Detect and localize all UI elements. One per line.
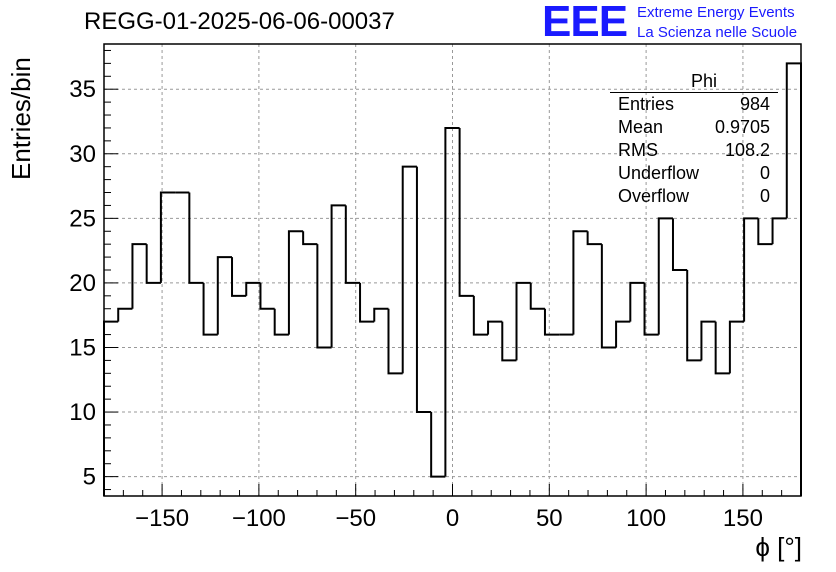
stats-label: Entries <box>618 94 675 114</box>
stats-label: Underflow <box>618 163 700 183</box>
histogram-bin <box>330 204 346 348</box>
stats-row-entries: Entries 984 <box>610 93 778 116</box>
histogram-bin <box>785 62 802 496</box>
histogram-bin <box>188 192 204 284</box>
x-tick-label: 100 <box>626 505 666 532</box>
histogram-bin <box>302 231 318 246</box>
histogram-bin <box>259 282 275 310</box>
stats-box: Phi Entries 984 Mean 0.9705 RMS 108.2 Under… <box>610 70 778 208</box>
x-tick-label: −50 <box>335 505 376 532</box>
histogram-bin <box>131 243 147 309</box>
stats-value: 984 <box>739 94 770 114</box>
x-tick-label: −100 <box>232 505 286 532</box>
stats-value: 0.9705 <box>714 117 770 137</box>
logo-line-2: La Scienza nelle Scuole <box>637 24 798 41</box>
histogram-bin <box>728 320 745 374</box>
histogram-bin <box>359 282 375 323</box>
y-tick-label: 15 <box>69 334 96 361</box>
histogram-bin <box>757 218 773 246</box>
histogram-bin <box>202 282 218 336</box>
histogram-bin <box>615 320 631 348</box>
histogram-bin <box>316 244 332 349</box>
y-tick-label: 35 <box>69 76 96 103</box>
histogram-bin <box>515 281 531 361</box>
stats-row-underflow: Underflow 0 <box>610 162 778 185</box>
histogram-bin <box>657 217 673 335</box>
histogram-bin <box>231 257 247 297</box>
histogram-bin <box>600 244 617 349</box>
y-tick-label: 20 <box>69 270 96 297</box>
eee-logo: EEE <box>542 0 628 46</box>
stats-row-mean: Mean 0.9705 <box>610 116 778 139</box>
logo-line-1: Extreme Energy Events <box>637 4 795 21</box>
histogram-bin <box>216 256 233 335</box>
histogram-bin <box>700 320 716 361</box>
stats-row-rms: RMS 108.2 <box>610 139 778 162</box>
histogram-bin <box>430 412 446 478</box>
stats-value: 0 <box>759 163 770 183</box>
histogram-bin <box>743 217 759 322</box>
histogram-bin <box>771 217 787 245</box>
histogram-bin <box>671 218 688 271</box>
histogram-bin <box>501 321 517 362</box>
histogram-bin <box>686 270 702 362</box>
histogram-bin <box>117 307 133 322</box>
x-tick-label: 0 <box>446 505 459 532</box>
y-tick-label: 25 <box>69 205 96 232</box>
chart-title: REGG-01-2025-06-06-00037 <box>84 8 395 35</box>
histogram-bin <box>458 127 474 297</box>
histogram-bin <box>273 308 289 336</box>
y-axis-label: Entries/bin <box>6 57 36 180</box>
stats-label: Overflow <box>618 186 690 206</box>
histogram-bin <box>572 230 588 335</box>
histogram-bin <box>245 281 261 296</box>
stats-value: 0 <box>759 186 770 206</box>
stats-label: Mean <box>618 117 664 137</box>
histogram-bin <box>287 230 304 335</box>
stats-row-overflow: Overflow 0 <box>610 185 778 208</box>
x-tick-label: −150 <box>135 505 189 532</box>
y-tick-label: 5 <box>83 464 96 491</box>
histogram-bin <box>629 281 645 322</box>
y-tick-label: 10 <box>69 399 96 426</box>
histogram-bin <box>472 295 489 336</box>
histogram-bin <box>401 165 417 374</box>
histogram-bin <box>543 308 560 336</box>
histogram-bin <box>586 231 602 246</box>
y-tick-label: 30 <box>69 141 96 168</box>
histogram-bin <box>444 126 460 477</box>
histogram-bin <box>529 282 545 310</box>
stats-label: RMS <box>618 140 658 160</box>
x-tick-label: 150 <box>723 505 763 532</box>
histogram-bin <box>643 282 659 336</box>
stats-histogram-name: Phi <box>610 70 778 93</box>
histogram-bin <box>145 244 161 284</box>
histogram-bin <box>344 205 361 284</box>
x-axis-label: ϕ [°] <box>755 532 802 562</box>
histogram-bin <box>487 320 503 335</box>
stats-value: 108.2 <box>724 140 770 160</box>
x-tick-label: 50 <box>536 505 563 532</box>
histogram-bin <box>415 166 432 414</box>
histogram-bin <box>714 321 730 375</box>
histogram-bin <box>387 308 403 375</box>
histogram-bin <box>373 307 389 322</box>
histogram-bin <box>159 191 176 283</box>
